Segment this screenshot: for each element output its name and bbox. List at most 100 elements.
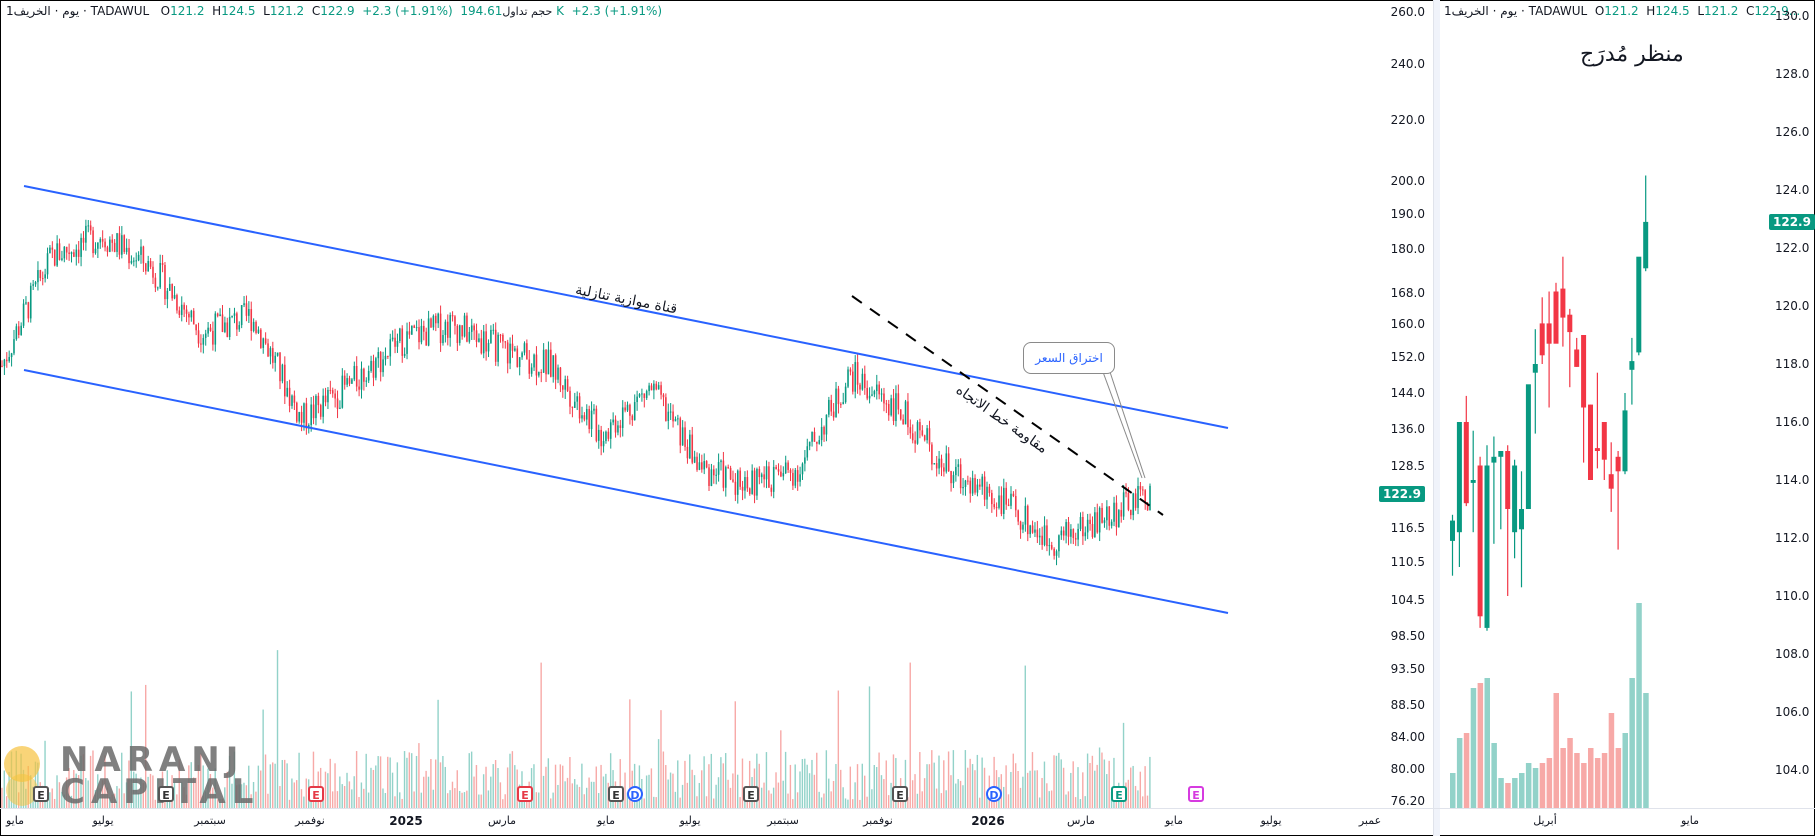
price-axis-label-16: 93.50 — [1390, 662, 1425, 676]
channel-lower-line[interactable] — [23, 369, 1229, 614]
price-axis-label-2: 220.0 — [1390, 113, 1425, 127]
zoomed-price-axis-label-7: 116.0 — [1775, 415, 1810, 429]
volume-label: حجم تداول — [502, 5, 553, 18]
legend-exchange: TADAWUL — [1528, 4, 1588, 18]
callout-pointer-2 — [1109, 371, 1146, 479]
high-value: 124.5 — [221, 4, 256, 18]
earnings-marker-icon[interactable]: E — [892, 786, 908, 802]
earnings-marker-icon[interactable]: E — [1111, 786, 1127, 802]
price-axis-label-20: 76.20 — [1390, 794, 1425, 808]
time-axis-label-5: مارس — [488, 814, 516, 827]
price-axis-label-9: 144.0 — [1390, 386, 1425, 400]
price-axis-label-14: 104.5 — [1390, 593, 1425, 607]
zoomed-price-axis-label-5: 120.0 — [1775, 299, 1810, 313]
zoomed-price-axis-label-13: 104.0 — [1775, 763, 1810, 777]
time-axis-label-12: مايو — [1165, 814, 1183, 827]
volume-change-value: +2.3 (+1.91%) — [571, 4, 663, 18]
low-value: 121.2 — [269, 4, 305, 18]
legend-symbol: الخريف — [1451, 4, 1489, 18]
pane-divider[interactable] — [1433, 0, 1440, 836]
open-value: 121.2 — [170, 4, 205, 18]
drawings-layer — [23, 185, 1229, 614]
zoomed-price-axis-label-8: 114.0 — [1775, 473, 1810, 487]
price-axis-label-12: 116.5 — [1390, 521, 1425, 535]
dividend-marker-icon[interactable]: D — [627, 786, 643, 802]
price-axis-label-0: 260.0 — [1390, 5, 1425, 19]
trendline-resistance[interactable] — [851, 295, 1164, 516]
dividend-marker-icon[interactable]: D — [986, 786, 1002, 802]
last-price-tag: 122.9 — [1379, 486, 1425, 502]
time-axis-label-0: مايو — [6, 814, 24, 827]
low-value: 121.2 — [1704, 4, 1739, 18]
time-axis-label-4: 2025 — [389, 814, 423, 828]
price-axis-label-5: 180.0 — [1390, 242, 1425, 256]
breakout-callout[interactable]: اختراق السعر — [1023, 342, 1115, 374]
main-price-axis[interactable]: 260.0 240.0 220.0 200.0 190.0 180.0 168.0 160.0… — [1365, 0, 1433, 808]
zoomed-legend: 1يوم · الخريف · TADAWUL O121.2 H124.5 L1… — [1444, 4, 1801, 18]
zoomed-price-axis-label-1: 128.0 — [1775, 67, 1810, 81]
price-axis-label-17: 88.50 — [1390, 698, 1425, 712]
zoomed-price-axis[interactable]: 130.0 128.0 126.0 124.0 122.0 120.0 118.0 116.0… — [1765, 0, 1815, 808]
earnings-marker-icon[interactable]: E — [33, 786, 49, 802]
time-axis-label-10: 2026 — [971, 814, 1005, 828]
main-chart-pane[interactable]: 1يوم · الخريف · TADAWUL O121.2 H124.5 L1… — [0, 0, 1365, 812]
zoomed-price-axis-label-11: 108.0 — [1775, 647, 1810, 661]
close-value: 122.9 — [320, 4, 355, 18]
time-axis-label-8: سبتمبر — [767, 814, 799, 827]
earnings-marker-icon[interactable]: E — [517, 786, 533, 802]
time-axis-label-14: عمبر — [1358, 814, 1382, 827]
price-axis-label-7: 160.0 — [1390, 317, 1425, 331]
price-axis-label-8: 152.0 — [1390, 350, 1425, 364]
high-value: 124.5 — [1655, 4, 1690, 18]
time-axis-label-2: سبتمبر — [194, 814, 226, 827]
main-legend: 1يوم · الخريف · TADAWUL O121.2 H124.5 L1… — [6, 4, 663, 18]
earnings-marker-icon[interactable]: E — [308, 786, 324, 802]
zoomed-price-axis-label-9: 112.0 — [1775, 531, 1810, 545]
zoomed-price-axis-label-12: 106.0 — [1775, 705, 1810, 719]
open-label: O — [1594, 4, 1605, 18]
zoomed-price-axis-label-0: 130.0 — [1775, 9, 1810, 23]
legend-interval: 1يوم — [1444, 4, 1518, 18]
price-axis-label-19: 80.00 — [1390, 762, 1425, 776]
zoomed-candles-canvas[interactable] — [1440, 0, 1765, 808]
zoomed-view-title: منظر مُدرَج — [1580, 42, 1684, 67]
price-axis-label-15: 98.50 — [1390, 629, 1425, 643]
channel-upper-line[interactable] — [23, 185, 1229, 429]
high-label: H — [212, 4, 222, 18]
main-candles-canvas[interactable] — [0, 0, 1365, 808]
zoomed-price-axis-label-4: 122.0 — [1775, 241, 1810, 255]
zoomed-chart-pane[interactable]: 1يوم · الخريف · TADAWUL O121.2 H124.5 L1… — [1440, 0, 1800, 808]
open-label: O — [160, 4, 171, 18]
close-value: 122.9... — [1754, 4, 1801, 18]
time-axis-label-11: مارس — [1067, 814, 1095, 827]
time-axis-label-1: يوليو — [92, 814, 114, 827]
change-value: +2.3 (+1.91%) — [362, 4, 453, 18]
zoomed-price-axis-label-6: 118.0 — [1775, 357, 1810, 371]
price-axis-label-6: 168.0 — [1390, 286, 1425, 300]
high-label: H — [1646, 4, 1656, 18]
naranj-capital-watermark: NARANJ CAPITAL — [0, 738, 253, 812]
zoomed-price-axis-label-3: 124.0 — [1775, 183, 1810, 197]
time-axis-label-9: نوفمبر — [863, 814, 893, 827]
volume-value: 194.61 K — [460, 4, 564, 18]
earnings-marker-icon[interactable]: E — [1188, 786, 1204, 802]
price-axis-label-4: 190.0 — [1390, 207, 1425, 221]
price-axis-label-13: 110.5 — [1390, 555, 1425, 569]
time-axis-label-7: يوليو — [679, 814, 701, 827]
price-axis-label-1: 240.0 — [1390, 57, 1425, 71]
last-price-tag-zoomed: 122.9 — [1769, 214, 1815, 230]
time-axis-label-16: مايو — [1681, 814, 1699, 827]
time-axis-label-13: يوليو — [1260, 814, 1282, 827]
earnings-marker-icon[interactable]: E — [743, 786, 759, 802]
naranj-logo-icon — [4, 746, 40, 806]
earnings-marker-icon[interactable]: E — [608, 786, 624, 802]
price-axis-label-18: 84.00 — [1390, 730, 1425, 744]
watermark-line1: NARANJ — [60, 740, 245, 780]
watermark-line2: CAPITAL — [60, 772, 259, 812]
zoomed-price-axis-label-2: 126.0 — [1775, 125, 1810, 139]
earnings-marker-icon[interactable]: E — [158, 786, 174, 802]
low-label: L — [1697, 4, 1705, 18]
open-value: 121.2 — [1604, 4, 1639, 18]
low-label: L — [263, 4, 270, 18]
price-axis-label-11: 128.5 — [1390, 459, 1425, 473]
